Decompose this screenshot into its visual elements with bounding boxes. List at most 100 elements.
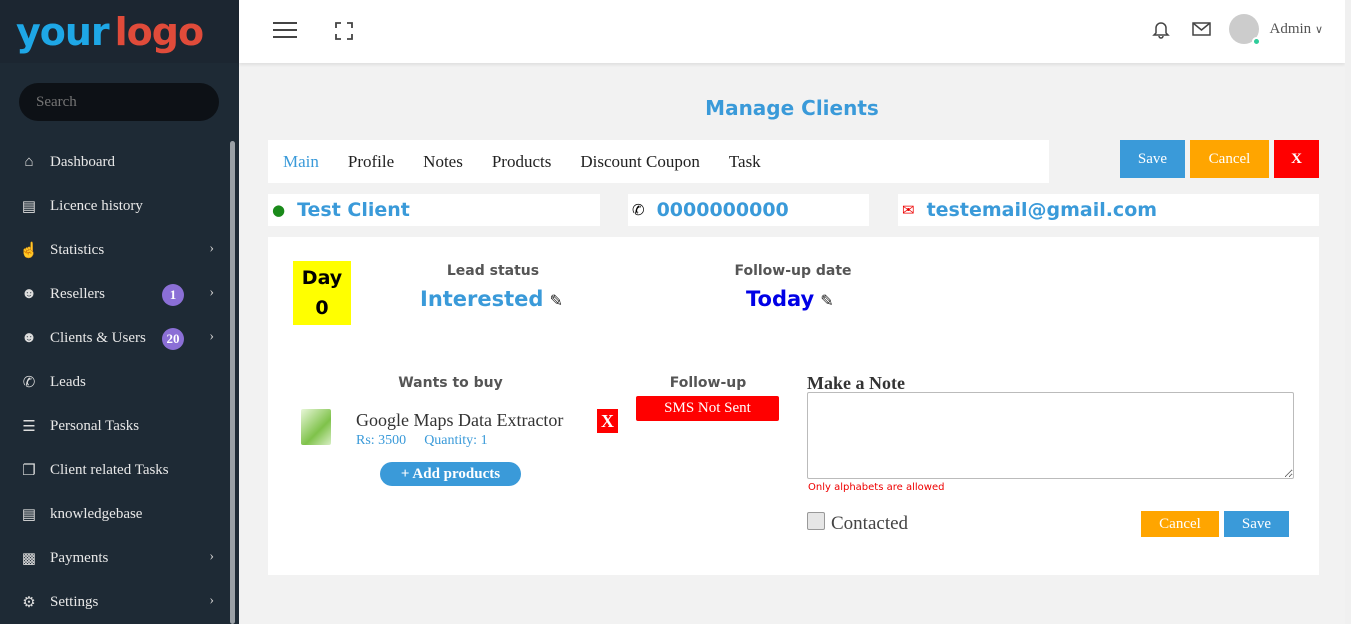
envelope-icon: ✉	[902, 201, 915, 219]
sidebar-item-leads[interactable]: ✆ Leads	[0, 360, 230, 404]
cancel-button[interactable]: Cancel	[1190, 140, 1269, 178]
avatar[interactable]	[1228, 14, 1261, 46]
users-icon: ☻	[21, 329, 37, 346]
sidebar-item-label: Licence history	[50, 197, 143, 214]
note-textarea[interactable]	[807, 392, 1294, 479]
tab-notes[interactable]: Notes	[423, 151, 463, 171]
top-header: Admin ∨	[239, 0, 1345, 63]
logo[interactable]: your logo	[0, 0, 239, 63]
tab-bar: Main Profile Notes Products Discount Coupon T…	[268, 140, 1049, 183]
tab-task[interactable]: Task	[728, 151, 761, 171]
sidebar-item-client-related-tasks[interactable]: ❐ Client related Tasks	[0, 448, 230, 492]
followup-date[interactable]: Today ✎	[746, 287, 834, 311]
contacted-checkbox[interactable]	[807, 512, 825, 530]
money-icon: ▩	[21, 550, 37, 567]
day-counter: Day 0	[293, 261, 351, 325]
day-label: Day	[301, 267, 343, 289]
tab-main[interactable]: Main	[283, 151, 319, 171]
product-image	[301, 409, 331, 445]
home-icon: ⌂	[24, 153, 34, 170]
mail-icon[interactable]	[1191, 19, 1213, 39]
page-scrollbar[interactable]	[1345, 0, 1351, 624]
remove-product-button[interactable]: X	[597, 409, 618, 433]
add-products-button[interactable]: + Add products	[380, 462, 521, 486]
sidebar-item-label: Payments	[50, 549, 109, 566]
client-name: Test Client	[297, 199, 410, 221]
sidebar-item-label: Statistics	[50, 241, 105, 258]
logo-text-logo: logo	[114, 9, 204, 54]
bell-icon[interactable]	[1151, 19, 1171, 39]
page-title: Manage Clients	[705, 96, 879, 120]
users-icon: ☻	[21, 285, 37, 302]
lead-status[interactable]: Interested ✎	[420, 287, 563, 311]
hand-pointer-icon: ☝	[19, 242, 39, 259]
chevron-right-icon: ›	[209, 549, 214, 564]
client-phone-field: ✆ 0000000000	[628, 194, 869, 226]
sidebar-item-licence-history[interactable]: ▤ Licence history	[0, 184, 230, 228]
book-icon: ▤	[21, 506, 37, 523]
phone-icon: ✆	[22, 374, 36, 391]
sidebar-item-label: Clients & Users	[50, 329, 146, 346]
lead-status-value: Interested	[420, 287, 544, 311]
copy-icon: ❐	[22, 462, 36, 479]
gear-icon: ⚙	[22, 594, 36, 611]
sidebar-item-clients-users[interactable]: ☻ Clients & Users 20 ›	[0, 316, 230, 360]
user-name: Admin	[1269, 20, 1312, 37]
sidebar-scrollbar[interactable]	[230, 141, 235, 624]
day-value: 0	[315, 297, 329, 319]
count-badge: 20	[162, 328, 184, 350]
note-save-button[interactable]: Save	[1224, 511, 1289, 537]
chevron-right-icon: ›	[209, 241, 214, 256]
count-badge: 1	[162, 284, 184, 306]
logo-text-your: your	[15, 9, 110, 54]
product-meta: Rs: 3500 Quantity: 1	[356, 433, 488, 449]
search-input[interactable]	[19, 83, 219, 121]
followup-date-value: Today	[746, 287, 815, 311]
client-email-field: ✉ testemail@gmail.com	[898, 194, 1319, 226]
followup-date-label: Follow-up date	[734, 263, 852, 279]
sidebar-item-settings[interactable]: ⚙ Settings ›	[0, 580, 230, 624]
lead-card: Day 0 Lead status Interested ✎ Follow-up d…	[268, 237, 1319, 575]
contacted-label: Contacted	[831, 513, 909, 534]
client-email: testemail@gmail.com	[926, 199, 1158, 221]
book-icon: ▤	[21, 198, 37, 215]
edit-icon[interactable]: ✎	[820, 291, 834, 310]
sidebar-item-label: Settings	[50, 593, 99, 610]
sidebar-item-resellers[interactable]: ☻ Resellers 1 ›	[0, 272, 230, 316]
tab-discount-coupon[interactable]: Discount Coupon	[580, 151, 700, 171]
chevron-right-icon: ›	[209, 593, 214, 608]
sidebar-item-label: Resellers	[50, 285, 105, 302]
user-icon: ●	[272, 201, 286, 219]
edit-icon[interactable]: ✎	[549, 291, 563, 310]
user-menu[interactable]: Admin ∨	[1270, 21, 1323, 38]
sidebar-item-label: Client related Tasks	[50, 461, 169, 478]
sidebar-item-knowledgebase[interactable]: ▤ knowledgebase	[0, 492, 230, 536]
hamburger-menu-icon[interactable]	[273, 22, 297, 40]
make-note-label: Make a Note	[807, 373, 905, 393]
sidebar-item-payments[interactable]: ▩ Payments ›	[0, 536, 230, 580]
client-phone: 0000000000	[656, 199, 789, 221]
close-button[interactable]: X	[1274, 140, 1319, 178]
wants-to-buy-label: Wants to buy	[398, 375, 503, 391]
sidebar-item-label: Personal Tasks	[50, 417, 140, 434]
sidebar-item-dashboard[interactable]: ⌂ Dashboard	[0, 140, 230, 184]
note-cancel-button[interactable]: Cancel	[1141, 511, 1219, 537]
sidebar-item-label: knowledgebase	[50, 505, 143, 522]
sms-status-badge: SMS Not Sent	[636, 396, 779, 421]
sidebar-item-statistics[interactable]: ☝ Statistics ›	[0, 228, 230, 272]
tab-products[interactable]: Products	[491, 151, 552, 171]
fullscreen-icon[interactable]	[335, 22, 353, 40]
product-name: Google Maps Data Extractor	[356, 410, 564, 430]
save-button[interactable]: Save	[1120, 140, 1185, 178]
validation-hint: Only alphabets are allowed	[808, 482, 945, 493]
chevron-right-icon: ›	[209, 285, 214, 300]
tab-profile[interactable]: Profile	[347, 151, 395, 171]
phone-icon: ✆	[632, 201, 645, 219]
product-price: Rs: 3500	[356, 433, 407, 448]
online-status-dot	[1251, 37, 1261, 46]
chevron-right-icon: ›	[209, 329, 214, 344]
sidebar-item-personal-tasks[interactable]: ☰ Personal Tasks	[0, 404, 230, 448]
chevron-down-icon: ∨	[1314, 23, 1323, 36]
client-name-field: ● Test Client	[268, 194, 600, 226]
